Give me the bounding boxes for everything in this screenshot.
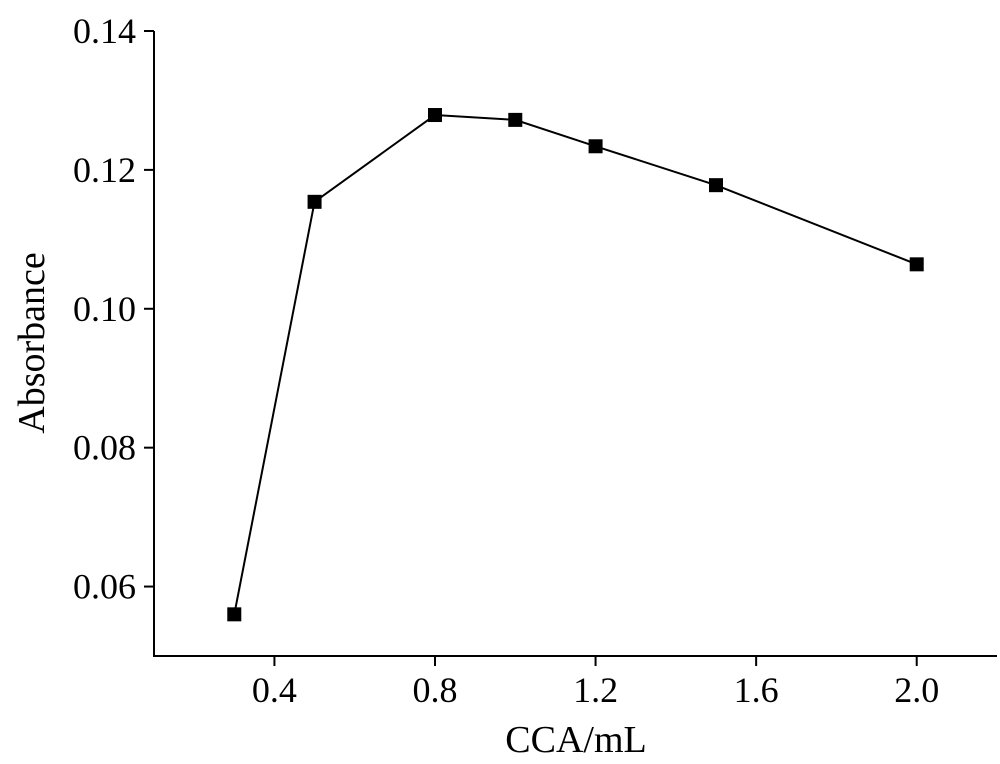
y-tick-label: 0.10 <box>73 289 136 329</box>
axes <box>153 31 997 657</box>
data-point <box>307 194 322 209</box>
y-tick-label: 0.14 <box>73 11 136 51</box>
data-point <box>227 607 242 622</box>
y-tick-label: 0.08 <box>73 428 136 468</box>
x-tick-label: 0.8 <box>413 670 458 710</box>
x-tick-label: 0.4 <box>252 670 297 710</box>
data-point <box>428 108 442 123</box>
x-ticks: 0.4 0.8 1.2 1.6 2.0 <box>252 656 939 710</box>
data-point <box>909 257 924 272</box>
data-point <box>508 112 523 127</box>
y-ticks: 0.06 0.08 0.10 0.12 0.14 <box>73 11 154 607</box>
x-axis-title: CCA/mL <box>505 719 646 761</box>
data-point <box>709 178 723 193</box>
series-line <box>233 114 918 615</box>
y-tick-label: 0.12 <box>73 150 136 190</box>
y-axis-title: Absorbance <box>11 252 53 433</box>
data-point <box>588 139 603 154</box>
x-tick-label: 2.0 <box>894 670 939 710</box>
series <box>227 108 924 622</box>
x-tick-label: 1.2 <box>573 670 618 710</box>
x-tick-label: 1.6 <box>734 670 779 710</box>
y-tick-label: 0.06 <box>73 567 136 607</box>
